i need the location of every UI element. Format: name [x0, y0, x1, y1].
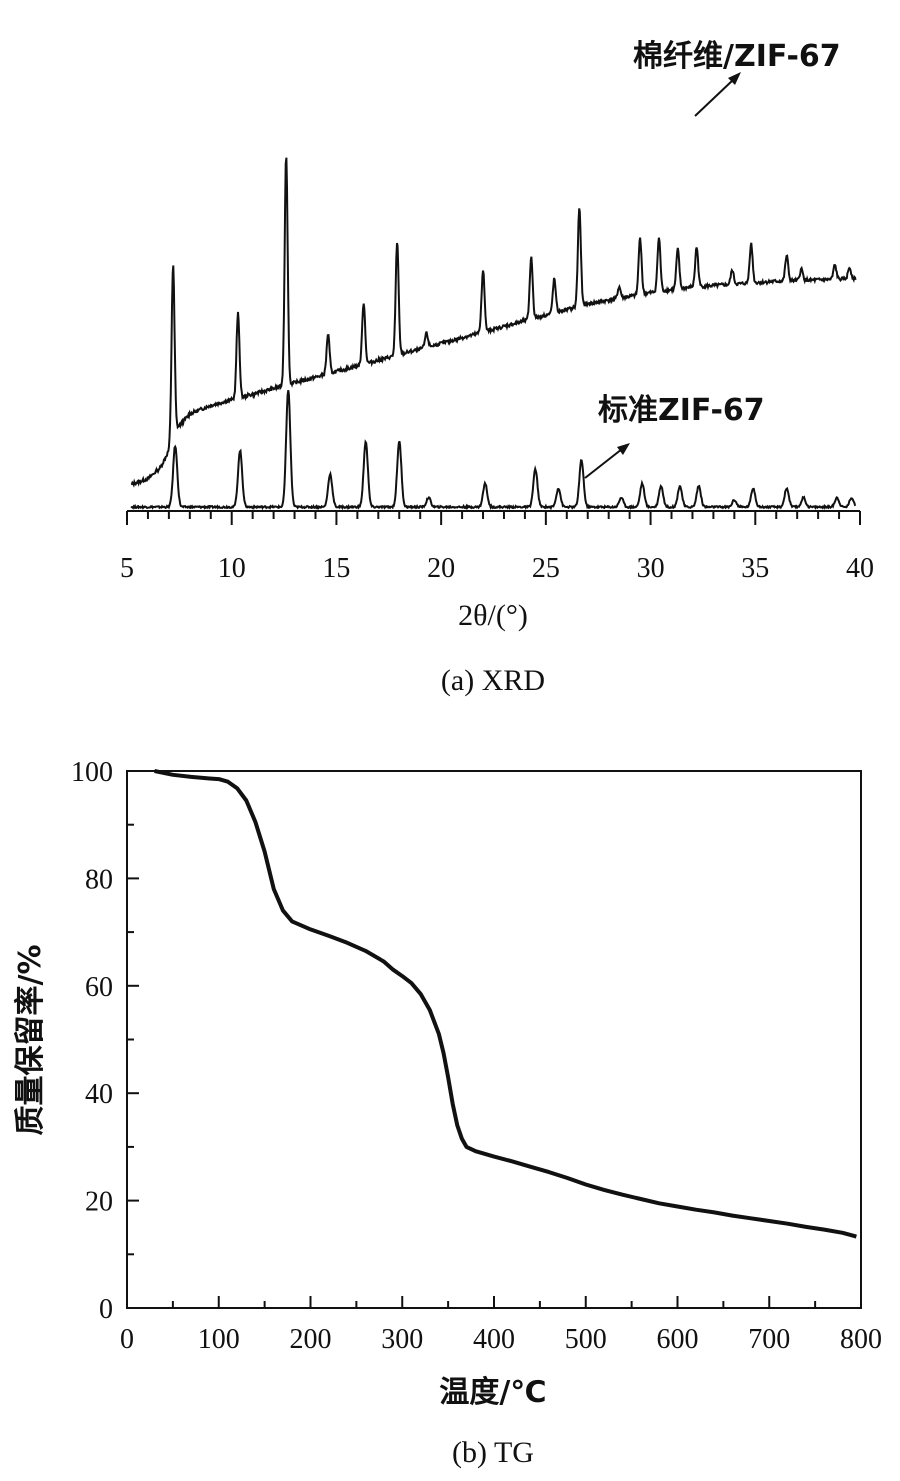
xrd-x-tick-label: 40	[846, 553, 874, 584]
tg-y-tick-label: 40	[85, 1079, 113, 1110]
tg-x-tick-label: 500	[565, 1324, 607, 1355]
tg-x-axis-label: 温度/℃	[439, 1375, 546, 1410]
tg-y-tick-label: 60	[85, 972, 113, 1003]
xrd-x-tick-label: 15	[322, 553, 350, 584]
tg-panel: 0 100 200 300 400 500 600 700 800 0 20 40 60 80 100 温度…	[13, 757, 882, 1469]
arrow-cotton-zif67	[694, 72, 741, 117]
arrow-standard-zif67	[584, 443, 630, 479]
xrd-x-axis-label: 2θ/(°)	[458, 599, 528, 632]
tg-y-tick-label: 100	[71, 757, 113, 788]
tg-x-tick-label: 700	[748, 1324, 790, 1355]
tg-x-tick-label: 400	[473, 1324, 515, 1355]
xrd-x-tick-label: 5	[120, 553, 134, 584]
tg-x-tick-label: 600	[657, 1324, 699, 1355]
tg-x-tick-label: 0	[120, 1324, 134, 1355]
xrd-x-tick-label: 30	[637, 553, 665, 584]
xrd-panel: 5 10 15 20 25 30 35 40 2θ/(°) 棉纤维/ZIF-67 标准ZIF-…	[120, 39, 874, 697]
tg-x-tick-label: 100	[198, 1324, 240, 1355]
xrd-x-tick-label: 20	[427, 553, 455, 584]
series-label-standard-zif67: 标准ZIF-67	[598, 393, 765, 428]
xrd-series-line-2	[130, 390, 856, 511]
xrd-x-tick-label: 25	[532, 553, 560, 584]
tg-y-tick-label: 0	[99, 1294, 113, 1325]
tg-y-axis-label: 质量保留率/%	[13, 944, 48, 1135]
tg-y-tick-label: 20	[85, 1187, 113, 1218]
xrd-x-tick-label: 10	[218, 553, 246, 584]
xrd-series-line-1	[130, 157, 857, 488]
tg-x-tick-label: 200	[290, 1324, 332, 1355]
xrd-x-tick-label: 35	[741, 553, 769, 584]
tg-x-tick-label: 300	[381, 1324, 423, 1355]
tg-x-tick-label: 800	[840, 1324, 882, 1355]
series-label-cotton-zif67: 棉纤维/ZIF-67	[633, 39, 841, 74]
tg-y-tick-label: 80	[85, 864, 113, 895]
xrd-caption: (a) XRD	[441, 664, 545, 697]
tg-mass-retention-line	[154, 769, 857, 1239]
tg-plot-frame	[126, 770, 862, 1309]
tg-caption: (b) TG	[452, 1436, 534, 1469]
